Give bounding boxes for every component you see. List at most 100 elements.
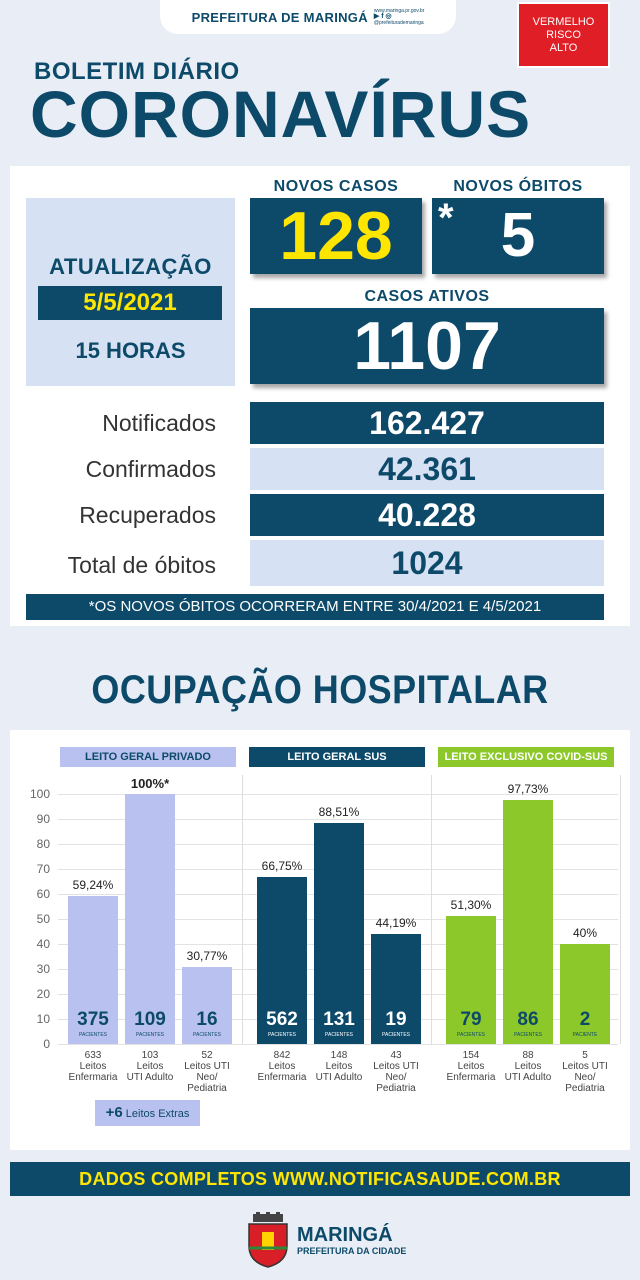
bar-patients-unit: PACIENTES <box>514 1032 542 1038</box>
row-value-recovered: 40.228 <box>250 494 604 536</box>
page-title: CORONAVÍRUS <box>30 77 532 151</box>
bar-patients-value: 16 <box>196 1009 218 1030</box>
gridline <box>58 794 618 795</box>
bar-caption-line: Pediatria <box>187 1083 227 1094</box>
update-label: ATUALIZAÇÃO <box>49 254 212 279</box>
bar-caption-line: Leitos <box>325 1061 353 1072</box>
bar-caption-line: 88 <box>522 1050 534 1061</box>
group-title: LEITO GERAL SUS <box>249 747 425 767</box>
bar-caption: 43 Leitos UTI Neo/Pediatria <box>366 1050 426 1094</box>
bar-caption: 88 Leitos UTI Adulto <box>498 1050 558 1083</box>
bar-patients-unit: PACIENTE <box>572 1032 598 1038</box>
bar-percent-label: 97,73% <box>507 781 549 796</box>
social-handle: @prefeiturademaringa <box>373 20 424 26</box>
bar-caption-line: Leitos <box>457 1061 485 1072</box>
bar-patients-value: 79 <box>460 1009 482 1030</box>
bar-caption-line: 52 <box>201 1050 213 1061</box>
bar-percent-label: 30,77% <box>186 949 228 964</box>
bar-patients-value: 131 <box>323 1009 355 1030</box>
bar-patients-unit: PACIENTES <box>382 1032 410 1038</box>
row-value-notified: 162.427 <box>250 402 604 444</box>
bar-caption-line: Leitos <box>79 1061 107 1072</box>
bar-patients-unit: PACIENTES <box>193 1032 221 1038</box>
risk-line-1: VERMELHO <box>532 16 595 28</box>
active-cases-value: 1107 <box>250 308 604 384</box>
bar-percent-label: 100%* <box>130 776 170 791</box>
social-info: www.maringa.pr.gov.br ▶ f ◎ @prefeiturad… <box>374 8 424 26</box>
bar-caption: 52 Leitos UTI Neo/Pediatria <box>177 1050 237 1094</box>
y-tick-label: 40 <box>36 937 50 951</box>
group-separator <box>620 775 621 1044</box>
bar-patients-value: 562 <box>266 1009 298 1030</box>
y-tick-label: 60 <box>36 887 50 901</box>
bar-patients-value: 19 <box>385 1009 407 1030</box>
row-label-confirmed: Confirmados <box>85 456 216 482</box>
bar-percent-label: 59,24% <box>72 877 114 892</box>
deaths-note: *OS NOVOS ÓBITOS OCORRERAM ENTRE 30/4/20… <box>26 594 604 620</box>
bar-percent-label: 66,75% <box>261 859 303 874</box>
bar-percent-label: 88,51% <box>318 804 360 819</box>
bar-patients-value: 2 <box>579 1009 591 1030</box>
bar-caption: 633 Leitos Enfermaria <box>63 1050 123 1083</box>
bar-caption-line: 5 <box>582 1050 588 1061</box>
row-value-confirmed: 42.361 <box>250 448 604 490</box>
bar-caption-line: Enfermaria <box>446 1072 496 1083</box>
bar-caption: 842 Leitos Enfermaria <box>252 1050 312 1083</box>
bar-caption: 5 Leitos UTI Neo/Pediatria <box>555 1050 615 1094</box>
chart-bar <box>257 877 307 1044</box>
bar-percent-label: 51,30% <box>450 897 492 912</box>
bar-caption-line: Leitos UTI <box>373 1061 419 1072</box>
chart-bar <box>560 944 610 1044</box>
chart-bar <box>503 799 553 1044</box>
bar-caption-line: Neo/ <box>574 1072 596 1083</box>
bar-caption-line: 103 <box>141 1050 159 1061</box>
bar-patients-unit: PACIENTES <box>268 1032 296 1038</box>
bar-percent-label: 40% <box>572 926 598 940</box>
y-tick-label: 100 <box>29 787 50 801</box>
bar-caption-line: Leitos UTI <box>184 1061 230 1072</box>
extra-beds-badge: +6 Leitos Extras <box>95 1100 200 1126</box>
new-deaths-label: NOVOS ÓBITOS <box>453 178 583 195</box>
bar-caption-line: Leitos <box>514 1061 542 1072</box>
update-date: 5/5/2021 <box>38 286 222 320</box>
site-url[interactable]: www.maringa.pr.gov.br <box>373 8 425 14</box>
y-tick-label: 50 <box>36 912 50 926</box>
bar-caption-line: Leitos <box>268 1061 296 1072</box>
risk-line-2: RISCO <box>546 29 581 41</box>
bar-caption: 154 Leitos Enfermaria <box>441 1050 501 1083</box>
bar-caption-line: Pediatria <box>376 1083 416 1094</box>
bar-caption-line: UTI Adulto <box>504 1072 552 1083</box>
new-deaths-box: * 5 <box>432 196 604 274</box>
row-label-notified: Notificados <box>102 410 216 436</box>
y-tick-label: 0 <box>43 1037 50 1051</box>
chart-bar <box>125 794 175 1044</box>
extra-beds-count: +6 <box>105 1104 123 1121</box>
chart-bar <box>68 895 118 1044</box>
y-tick-label: 90 <box>36 812 50 826</box>
bar-caption-line: Enfermaria <box>68 1072 118 1083</box>
group-title: LEITO GERAL PRIVADO <box>60 747 236 767</box>
chart-bar <box>446 915 496 1044</box>
bar-caption-line: UTI Adulto <box>126 1072 174 1083</box>
new-cases-label: NOVOS CASOS <box>273 178 399 195</box>
occupancy-chart: 0 10 20 30 40 50 60 70 80 90 100 LEITO GERAL PRIVAD… <box>29 747 621 1094</box>
extra-beds-label: Leitos Extras <box>125 1108 190 1120</box>
group-separator <box>431 775 432 1044</box>
bar-caption-line: Enfermaria <box>257 1072 307 1083</box>
bar-caption-line: Neo/ <box>196 1072 218 1083</box>
bar-caption: 148 Leitos UTI Adulto <box>309 1050 369 1083</box>
update-hour: 15 HORAS <box>75 338 186 363</box>
city-crest-icon <box>248 1212 288 1268</box>
risk-badge: VERMELHO RISCO ALTO <box>517 2 610 68</box>
bar-caption-line: 633 <box>84 1050 102 1061</box>
y-tick-label: 20 <box>36 987 50 1001</box>
footer-link[interactable]: DADOS COMPLETOS WWW.NOTIFICASAUDE.COM.BR <box>10 1162 630 1196</box>
risk-line-3: ALTO <box>549 42 578 54</box>
city-logo: MARINGÁ PREFEITURA DA CIDADE <box>245 1212 406 1268</box>
y-tick-label: 30 <box>36 962 50 976</box>
bulletin-label: BOLETIM DIÁRIO <box>34 58 240 85</box>
y-tick-label: 10 <box>36 1012 50 1026</box>
gridline <box>58 819 618 820</box>
group-title: LEITO EXCLUSIVO COVID-SUS <box>438 747 614 767</box>
bar-patients-value: 375 <box>77 1009 109 1030</box>
